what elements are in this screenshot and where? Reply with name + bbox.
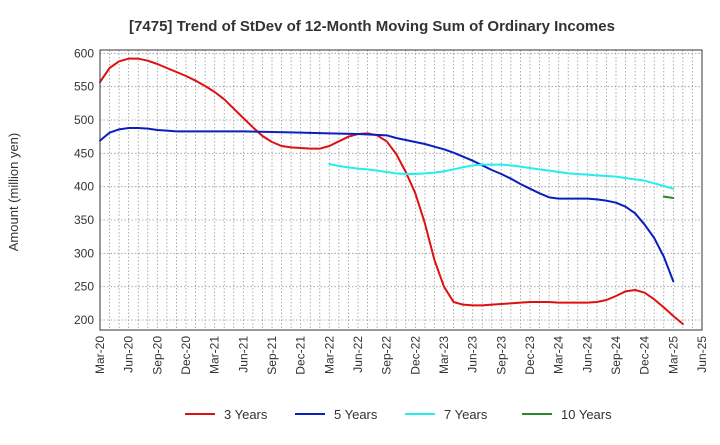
x-tick-label: Sep-23: [494, 336, 508, 375]
x-tick-label: Dec-22: [408, 336, 422, 375]
x-tick-label: Dec-20: [179, 336, 193, 375]
x-tick-label: Dec-24: [638, 336, 652, 375]
y-tick-label: 450: [74, 146, 94, 160]
x-tick-label: Dec-21: [294, 336, 308, 375]
y-tick-label: 500: [74, 113, 94, 127]
y-axis-label: Amount (million yen): [6, 133, 21, 252]
chart-title: [7475] Trend of StDev of 12-Month Moving…: [129, 18, 615, 35]
plot-area-frame: [99, 49, 703, 331]
series-line-7-years: [328, 163, 675, 190]
x-tick-label: Mar-21: [208, 336, 222, 374]
series-line-5-years: [99, 127, 675, 283]
x-tick-label: Mar-23: [437, 336, 451, 374]
x-axis-ticks: Mar-20 Jun-20 Sep-20 Dec-20 Mar-21 Jun-21 Sep-…: [93, 336, 709, 375]
legend-label: 3 Years: [224, 407, 268, 422]
x-tick-label: Sep-20: [150, 336, 164, 375]
legend: 3 Years 5 Years 7 Years 10 Years: [185, 407, 612, 422]
x-tick-label: Jun-21: [236, 336, 250, 373]
legend-label: 5 Years: [334, 407, 378, 422]
legend-label: 10 Years: [561, 407, 612, 422]
x-tick-label: Dec-23: [523, 336, 537, 375]
x-tick-label: Sep-21: [265, 336, 279, 375]
y-tick-label: 300: [74, 246, 94, 260]
x-tick-label: Jun-25: [695, 336, 709, 373]
series-line-3-years: [99, 57, 684, 325]
y-tick-label: 250: [74, 280, 94, 294]
series-line-10-years: [662, 195, 675, 199]
y-tick-label: 600: [74, 46, 94, 60]
x-tick-label: Sep-22: [380, 336, 394, 375]
x-tick-label: Jun-20: [122, 336, 136, 373]
grid-lines: [99, 50, 703, 330]
legend-label: 7 Years: [444, 407, 488, 422]
y-tick-label: 200: [74, 313, 94, 327]
x-tick-label: Mar-22: [322, 336, 336, 374]
x-tick-label: Sep-24: [609, 336, 623, 375]
x-tick-label: Jun-24: [580, 336, 594, 373]
x-tick-label: Mar-24: [552, 336, 566, 374]
y-axis-ticks: 200 250 300 350 400 450 500 550 600: [74, 46, 94, 327]
y-tick-label: 350: [74, 213, 94, 227]
series-lines: [99, 57, 684, 325]
x-tick-label: Mar-25: [666, 336, 680, 374]
x-tick-label: Jun-23: [466, 336, 480, 373]
y-tick-label: 400: [74, 180, 94, 194]
x-tick-label: Mar-20: [93, 336, 107, 374]
x-tick-label: Jun-22: [351, 336, 365, 373]
y-tick-label: 550: [74, 80, 94, 94]
